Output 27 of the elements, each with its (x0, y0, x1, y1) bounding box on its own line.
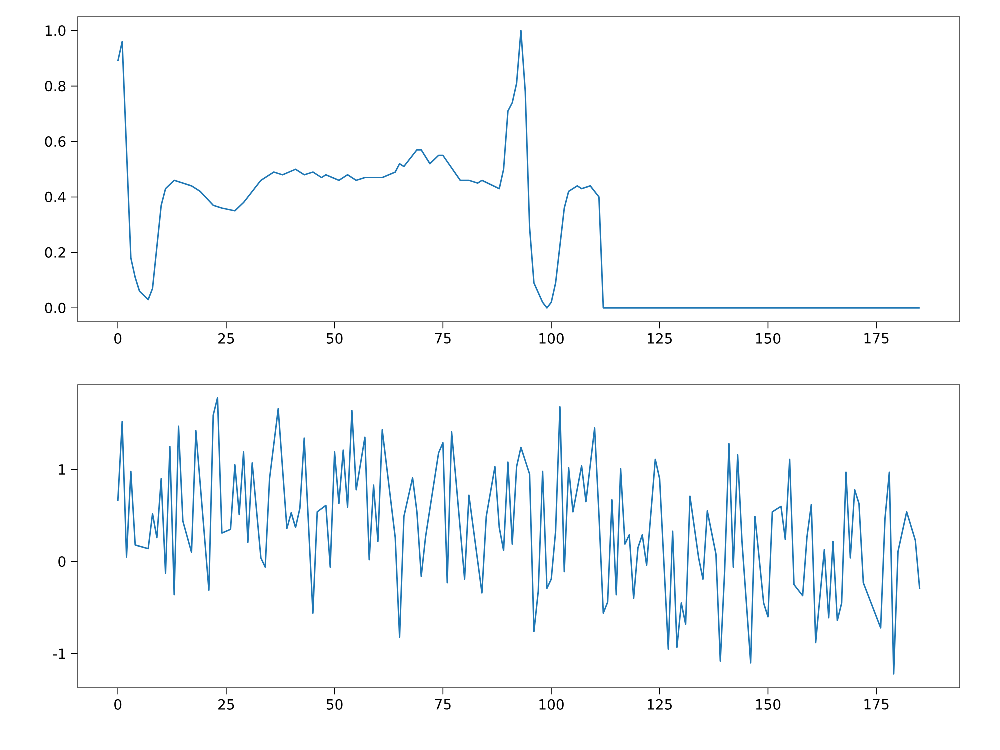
x-tick-label: 0 (114, 333, 122, 344)
y-tick-label: 1 (59, 464, 66, 475)
x-tick-label: 150 (756, 699, 781, 710)
x-tick-label: 150 (756, 333, 781, 344)
y-tick-label: 1.0 (46, 26, 66, 36)
x-tick-label: 125 (648, 699, 672, 710)
x-tick-label: 75 (435, 699, 451, 710)
y-tick-label: 0 (58, 556, 66, 568)
y-tick-label: 0.6 (45, 136, 66, 148)
y-tick-label: 0.2 (45, 247, 66, 258)
y-tick-label: -1 (53, 648, 66, 660)
y-tick-label: 0.4 (45, 192, 66, 203)
line-series (117, 397, 921, 675)
line-series (117, 30, 921, 309)
x-tick-label: 75 (435, 333, 451, 344)
x-tick-label: 25 (218, 699, 234, 710)
x-tick-label: 25 (218, 333, 234, 344)
y-tick-label: 0.0 (45, 302, 66, 314)
x-tick-label: 100 (540, 333, 564, 344)
x-tick-label: 175 (864, 699, 889, 710)
x-tick-label: 50 (326, 333, 343, 344)
x-tick-label: 0 (114, 699, 122, 710)
x-tick-label: 125 (648, 333, 672, 344)
x-tick-label: 175 (864, 333, 889, 344)
x-tick-label: 50 (326, 699, 343, 710)
y-tick-label: 0.8 (45, 81, 66, 92)
x-tick-label: 100 (540, 699, 564, 710)
